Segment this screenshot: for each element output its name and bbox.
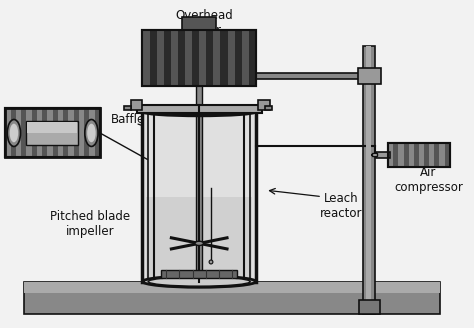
Bar — [366, 47, 371, 314]
Bar — [137, 105, 262, 113]
Bar — [24, 281, 440, 314]
Bar — [249, 30, 256, 86]
Bar — [388, 143, 393, 167]
Bar — [235, 30, 242, 86]
Bar — [63, 109, 68, 157]
Bar — [143, 112, 256, 281]
Bar — [372, 153, 377, 156]
Bar — [95, 109, 100, 157]
Bar — [32, 109, 37, 157]
Bar — [419, 143, 424, 167]
Text: Pitched blade
impeller: Pitched blade impeller — [50, 211, 130, 238]
Bar — [178, 30, 185, 86]
Bar — [53, 109, 58, 157]
Bar — [84, 109, 90, 157]
Bar — [258, 100, 270, 110]
Bar — [143, 30, 150, 86]
Text: Leach
reactor: Leach reactor — [320, 193, 362, 220]
Bar — [143, 30, 256, 86]
Bar — [414, 143, 419, 167]
Bar — [37, 109, 42, 157]
Bar — [206, 30, 213, 86]
Ellipse shape — [148, 277, 250, 286]
Ellipse shape — [148, 109, 250, 115]
Bar — [399, 143, 403, 167]
Bar — [68, 109, 73, 157]
Bar — [24, 281, 440, 293]
Bar — [192, 30, 199, 86]
Bar — [359, 299, 380, 314]
Text: Baffle: Baffle — [111, 113, 146, 126]
Bar — [357, 68, 381, 84]
Ellipse shape — [195, 241, 203, 245]
Bar — [429, 143, 434, 167]
Bar — [16, 109, 21, 157]
Bar — [171, 30, 178, 86]
Bar — [242, 30, 249, 86]
Bar — [363, 47, 375, 314]
Bar — [388, 143, 450, 167]
Bar — [409, 143, 414, 167]
Bar — [164, 30, 171, 86]
Bar — [21, 109, 27, 157]
Ellipse shape — [85, 119, 98, 146]
Bar — [5, 109, 100, 157]
Ellipse shape — [143, 276, 256, 287]
Text: pH meter: pH meter — [27, 117, 83, 130]
Bar — [79, 109, 84, 157]
Bar — [27, 122, 77, 133]
Bar — [265, 106, 273, 110]
Text: Overhead
stirrer: Overhead stirrer — [175, 9, 233, 37]
Bar — [124, 106, 131, 110]
Bar — [42, 109, 47, 157]
Bar — [161, 271, 237, 278]
Bar — [73, 109, 79, 157]
Bar — [388, 143, 450, 167]
Bar — [5, 109, 11, 157]
Bar — [90, 109, 95, 157]
Bar — [403, 143, 409, 167]
Bar — [27, 109, 32, 157]
Bar — [228, 30, 235, 86]
Bar — [146, 197, 252, 281]
Bar — [5, 109, 100, 157]
Ellipse shape — [143, 108, 256, 116]
Ellipse shape — [87, 124, 96, 142]
Bar — [131, 100, 143, 110]
Bar — [58, 109, 63, 157]
Bar — [199, 30, 206, 86]
Bar — [220, 30, 228, 86]
Bar — [445, 143, 450, 167]
Bar — [256, 72, 363, 79]
Ellipse shape — [9, 124, 18, 142]
Bar — [11, 109, 16, 157]
Bar — [434, 143, 439, 167]
Bar — [393, 143, 399, 167]
Bar — [150, 30, 156, 86]
Bar — [376, 152, 390, 158]
Bar — [156, 30, 164, 86]
Ellipse shape — [7, 119, 20, 146]
Bar — [5, 109, 100, 157]
Bar — [182, 17, 216, 30]
Bar — [213, 30, 220, 86]
Ellipse shape — [209, 260, 213, 264]
Bar — [196, 84, 202, 281]
Bar — [424, 143, 429, 167]
Bar — [185, 30, 192, 86]
Text: Air
compressor: Air compressor — [394, 166, 463, 194]
Bar — [143, 30, 256, 86]
Bar — [26, 121, 78, 145]
Bar — [47, 109, 53, 157]
Bar — [439, 143, 445, 167]
